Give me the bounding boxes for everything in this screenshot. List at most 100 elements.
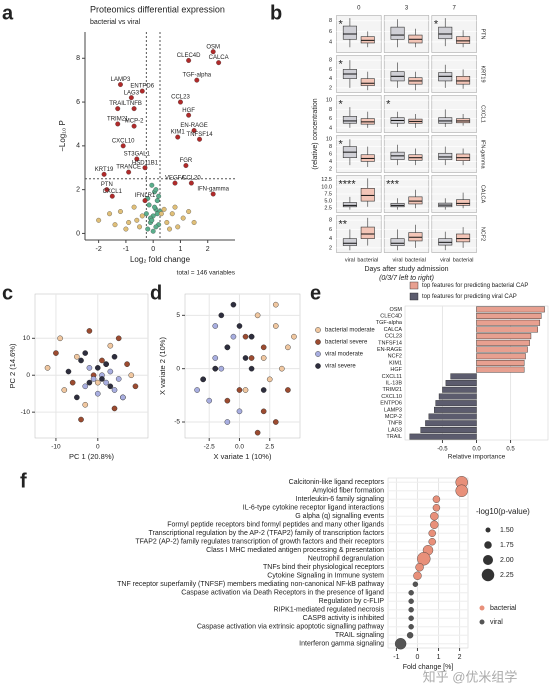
point-label: TGF-alpha bbox=[182, 73, 211, 79]
box bbox=[342, 238, 357, 246]
panel-letter: b bbox=[270, 2, 282, 24]
point-label: ST3GAL1 bbox=[124, 152, 151, 158]
point bbox=[164, 220, 170, 225]
point bbox=[210, 191, 216, 197]
y-tick-label: 8 bbox=[329, 144, 332, 150]
y-tick-label: 4 bbox=[329, 159, 332, 165]
x-tick-label: 1 bbox=[437, 654, 441, 661]
bar bbox=[450, 373, 477, 380]
bar bbox=[476, 306, 545, 313]
point bbox=[197, 136, 202, 142]
box bbox=[360, 226, 375, 239]
x-tick-label: 0 bbox=[96, 444, 100, 451]
y-tick-label: 4 bbox=[329, 76, 332, 82]
y-tick-label: 8 bbox=[329, 107, 332, 113]
facet-panel bbox=[383, 95, 430, 133]
point bbox=[186, 209, 192, 214]
point-label: VEGFA bbox=[165, 176, 185, 182]
point bbox=[224, 397, 231, 404]
point-label: KRT19 bbox=[95, 167, 114, 173]
x-tick-label: 0.5 bbox=[506, 447, 515, 453]
row-label: IFN-gamma bbox=[480, 139, 486, 169]
point bbox=[124, 361, 130, 367]
point bbox=[86, 365, 93, 371]
point bbox=[260, 408, 267, 415]
box bbox=[342, 116, 357, 124]
y-tick-label: 10 bbox=[326, 137, 332, 143]
watermark: 知乎 @优米组学 bbox=[423, 669, 518, 684]
column-header: 3 bbox=[405, 6, 409, 12]
size-legend-swatch bbox=[481, 568, 495, 582]
box bbox=[360, 36, 375, 44]
point bbox=[194, 387, 200, 393]
y-tick-label: 4 bbox=[329, 39, 332, 45]
y-tick-label: 2 bbox=[329, 245, 332, 251]
y-tick-label: RIPK1-mediated regulated necrosis bbox=[273, 607, 384, 614]
y-tick-label: Interferon gamma signaling bbox=[299, 641, 384, 648]
y-tick-label: TGF-alpha bbox=[376, 320, 403, 326]
point-label: HGF bbox=[182, 108, 195, 114]
y-tick-label: Cytokine Signaling in Immune system bbox=[267, 573, 384, 580]
box bbox=[438, 26, 453, 40]
bar bbox=[476, 313, 542, 319]
point-label: PTN bbox=[101, 182, 113, 188]
x-tick-label: bacterial bbox=[405, 257, 426, 263]
point bbox=[143, 211, 149, 217]
point bbox=[96, 217, 102, 223]
dot bbox=[430, 512, 439, 521]
size-legend-swatch bbox=[483, 555, 493, 565]
size-legend-swatch bbox=[485, 527, 491, 533]
point-label: CCL23 bbox=[171, 95, 190, 101]
point-label: TRIM21 bbox=[107, 117, 129, 123]
legend-label: bacterial moderate bbox=[325, 328, 375, 334]
legend-swatch bbox=[315, 351, 321, 357]
point-label: LAG3 bbox=[124, 90, 140, 96]
x-tick-label: bacterial bbox=[357, 257, 378, 263]
box bbox=[390, 238, 405, 246]
legend-label: top features for predicting viral CAP bbox=[422, 294, 517, 300]
y-tick-label: G alpha (q) signalling events bbox=[295, 513, 384, 520]
dot bbox=[394, 638, 407, 650]
significance: * bbox=[339, 98, 344, 110]
point-label: EN-RAGE bbox=[180, 123, 207, 129]
legend-swatch bbox=[315, 363, 321, 369]
point bbox=[120, 143, 126, 149]
point bbox=[115, 335, 122, 342]
point bbox=[272, 419, 279, 425]
point bbox=[175, 224, 181, 230]
y-tick-label: LAMP3 bbox=[384, 407, 402, 413]
y-tick-label: TNFs bind their physiological receptors bbox=[263, 564, 384, 571]
point bbox=[145, 226, 151, 232]
y-tick-label: CALCA bbox=[384, 327, 403, 333]
x-tick-label: 0 bbox=[416, 654, 420, 661]
legend-swatch bbox=[315, 339, 321, 345]
significance: * bbox=[339, 58, 344, 70]
point bbox=[285, 344, 291, 351]
y-tick-label: KIM1 bbox=[389, 360, 402, 366]
point bbox=[206, 397, 213, 404]
point bbox=[128, 372, 135, 379]
x-tick-label: 2 bbox=[458, 654, 462, 661]
point bbox=[103, 379, 109, 386]
x-tick-label: 0 bbox=[151, 246, 155, 253]
point bbox=[254, 429, 261, 436]
point bbox=[178, 99, 183, 105]
x-tick-label: bacterial bbox=[453, 257, 474, 263]
point bbox=[131, 123, 137, 129]
point bbox=[230, 333, 237, 340]
legend-swatch bbox=[409, 281, 419, 290]
point bbox=[212, 323, 219, 329]
bar bbox=[476, 319, 541, 326]
point bbox=[188, 180, 194, 186]
point bbox=[142, 165, 148, 171]
point-label: FGR bbox=[180, 158, 193, 164]
dot bbox=[408, 615, 414, 621]
point bbox=[69, 379, 76, 386]
y-tick-label: 6 bbox=[329, 227, 332, 233]
point bbox=[82, 401, 89, 408]
point-label: CXCL1 bbox=[103, 189, 123, 195]
point-label: TRAIL bbox=[109, 101, 127, 107]
point-label: CCL20 bbox=[182, 176, 201, 182]
bar bbox=[425, 420, 477, 427]
point bbox=[218, 312, 225, 319]
